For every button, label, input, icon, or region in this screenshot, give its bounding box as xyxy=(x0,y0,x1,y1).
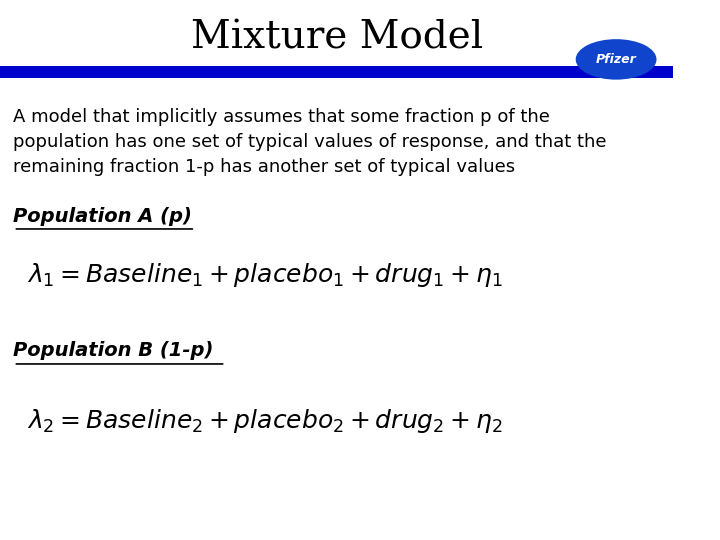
Text: $\lambda_2 = \mathit{Baseline}_2 + \mathit{placebo}_2 + \mathit{drug}_2 + \eta_2: $\lambda_2 = \mathit{Baseline}_2 + \math… xyxy=(27,407,503,435)
Text: A model that implicitly assumes that some fraction p of the
population has one s: A model that implicitly assumes that som… xyxy=(14,108,607,176)
FancyBboxPatch shape xyxy=(0,66,673,78)
Text: Population B (1-p): Population B (1-p) xyxy=(14,341,214,361)
Text: $\lambda_1 = \mathit{Baseline}_1 + \mathit{placebo}_1 + \mathit{drug}_1 + \eta_1: $\lambda_1 = \mathit{Baseline}_1 + \math… xyxy=(27,261,503,289)
Text: Mixture Model: Mixture Model xyxy=(191,19,482,56)
Text: Pfizer: Pfizer xyxy=(595,53,636,66)
Text: Population A (p): Population A (p) xyxy=(14,206,192,226)
Ellipse shape xyxy=(576,39,657,79)
